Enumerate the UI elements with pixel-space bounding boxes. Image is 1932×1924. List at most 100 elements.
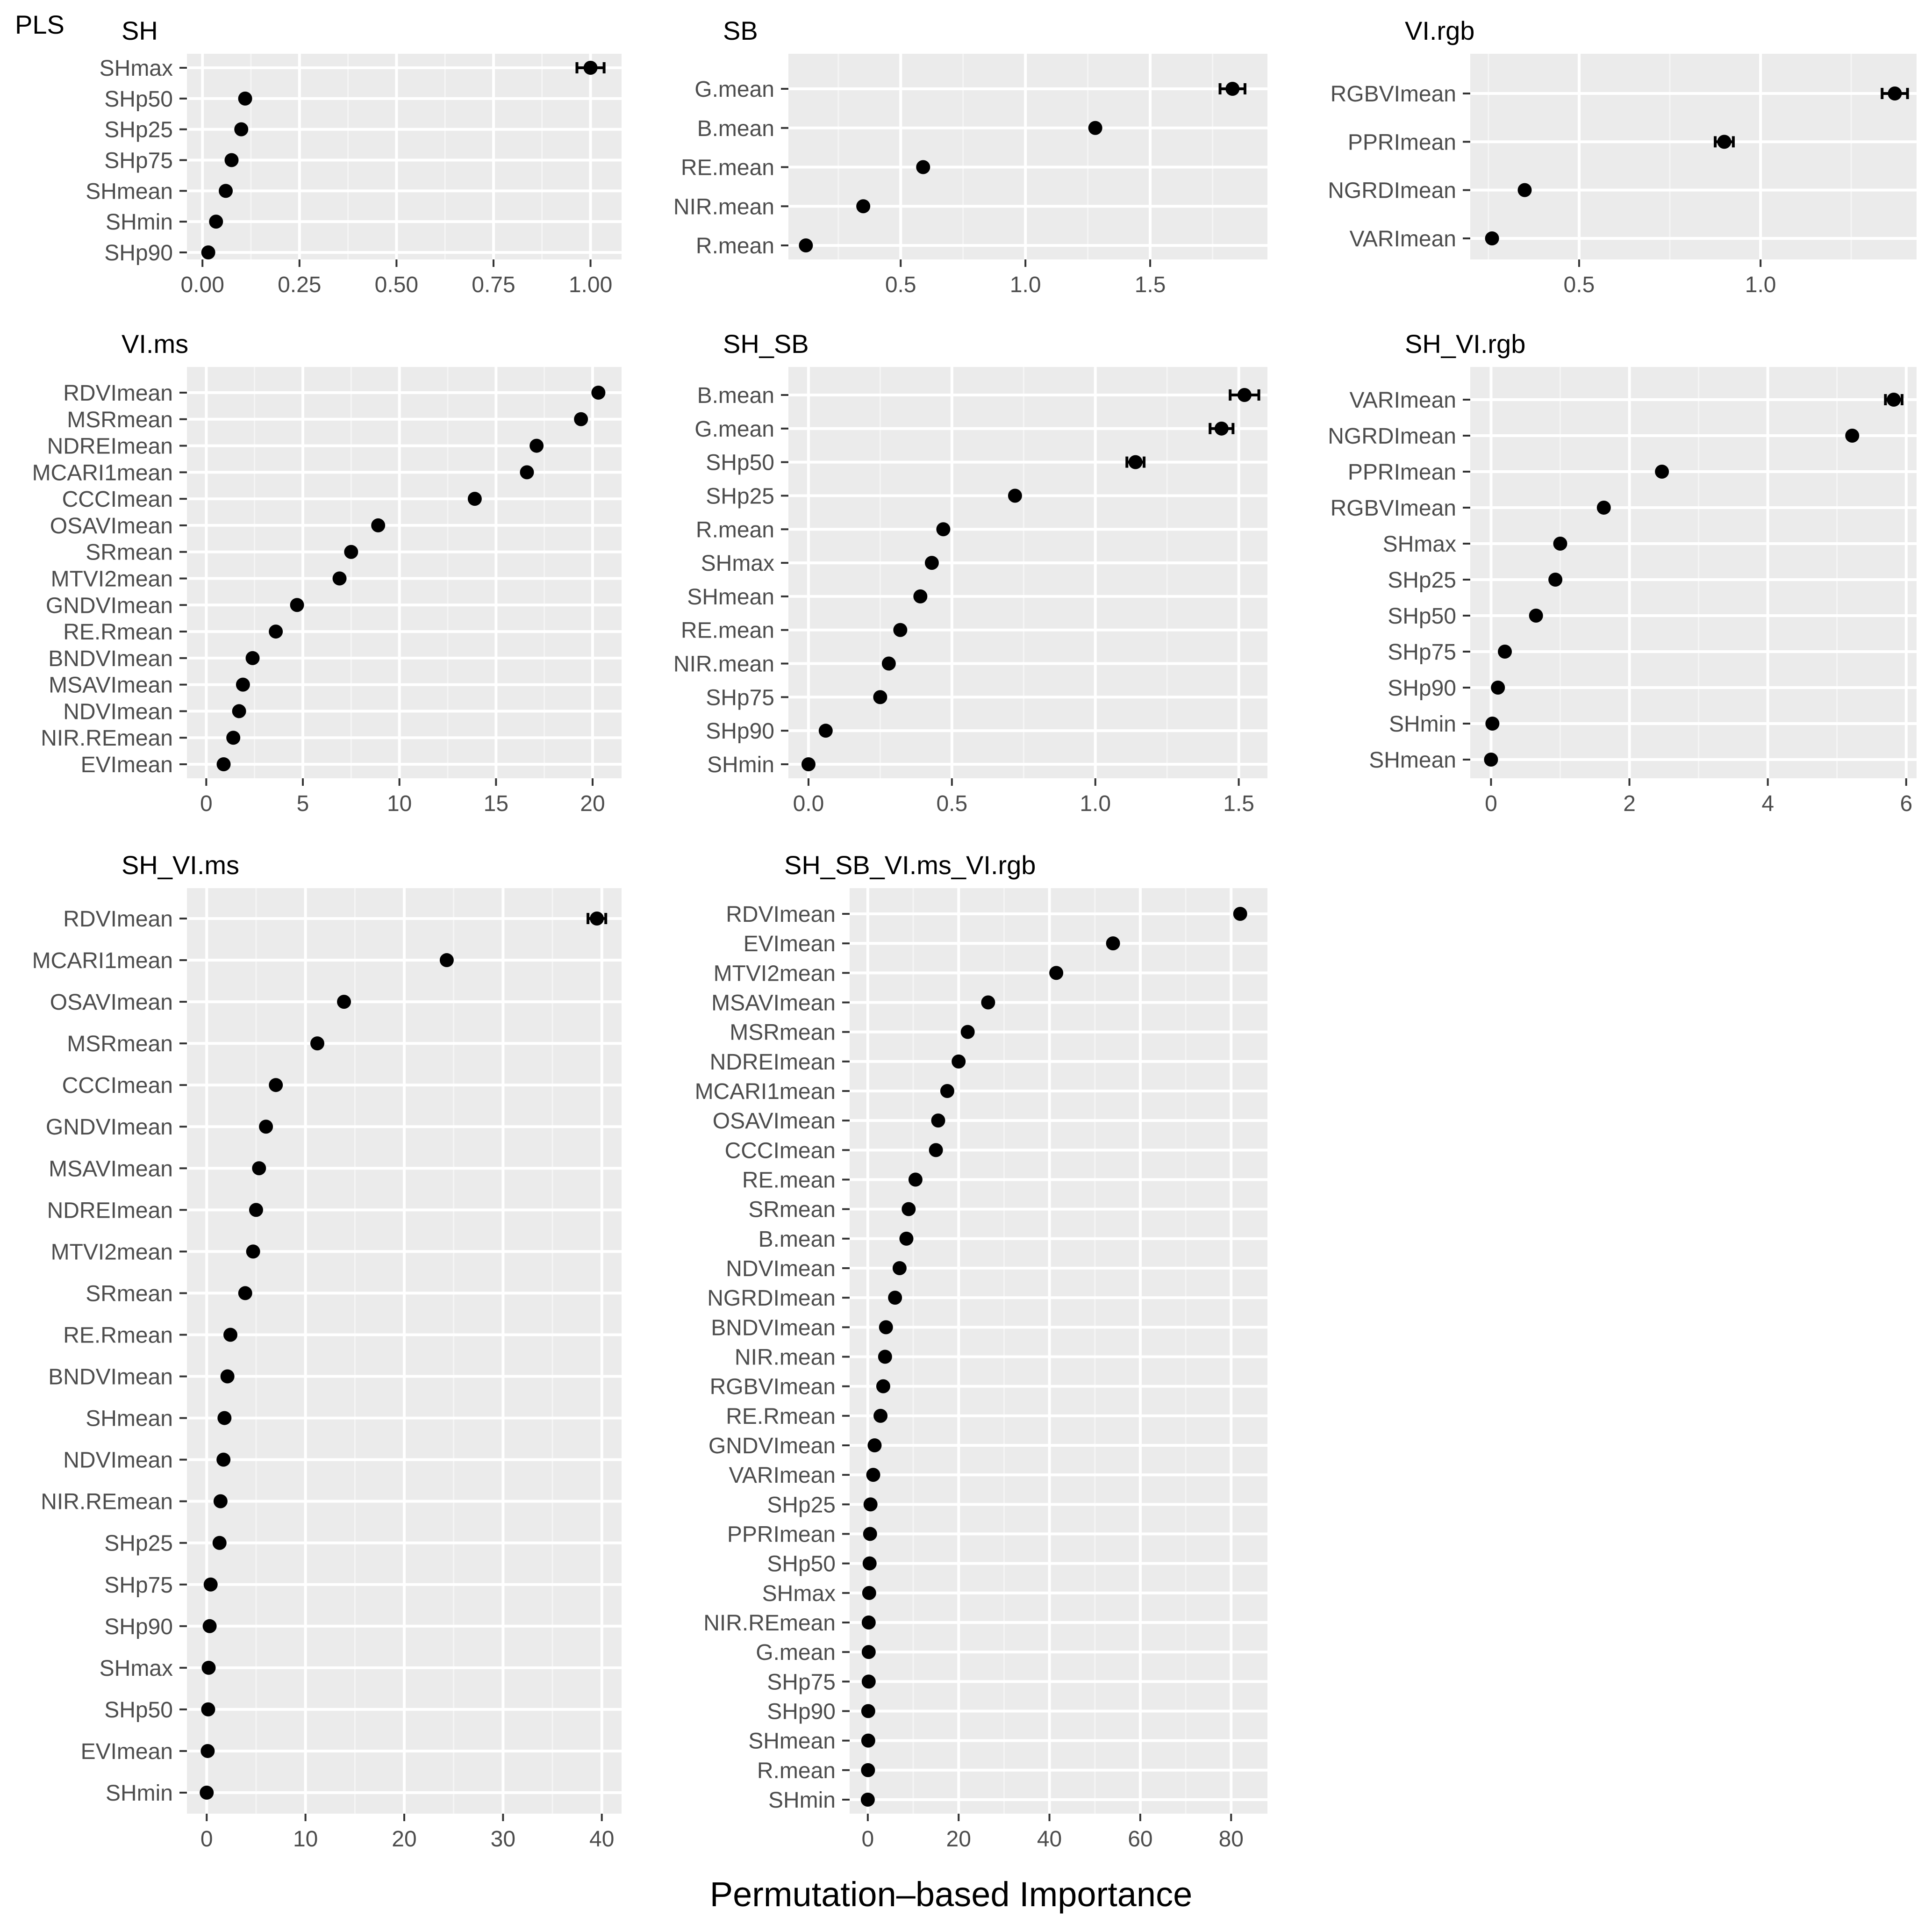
data-point-SHp50 xyxy=(1128,455,1143,469)
y-tick-label: NDVImean xyxy=(63,1448,173,1473)
data-point-OSAVImean xyxy=(371,518,386,532)
data-point-RGBVImean xyxy=(1596,501,1611,515)
y-tick-label: RDVImean xyxy=(63,381,173,406)
data-point-GNDVImean xyxy=(867,1438,882,1452)
y-tick-label: NIR.mean xyxy=(735,1345,836,1370)
data-point-SHmean xyxy=(913,589,928,603)
data-point-NIR.REmean xyxy=(226,731,241,745)
x-tick-label: 0 xyxy=(1485,791,1497,816)
y-tick-label: SHmean xyxy=(1369,748,1456,773)
y-tick-label: MSRmean xyxy=(67,1032,173,1056)
data-point-B.mean xyxy=(1088,121,1102,135)
y-tick-label: PPRImean xyxy=(1348,130,1456,155)
y-tick-label: SHp50 xyxy=(706,451,774,475)
y-tick-label: SHp75 xyxy=(706,685,774,710)
x-tick-label: 0.50 xyxy=(375,273,418,297)
data-point-GNDVImean xyxy=(290,598,304,612)
y-tick-label: RE.Rmean xyxy=(63,1323,173,1348)
panel-title: SH_VI.rgb xyxy=(1405,329,1525,359)
y-tick-label: SHmax xyxy=(701,551,774,576)
y-tick-label: EVImean xyxy=(744,932,836,956)
y-tick-label: BNDVImean xyxy=(711,1315,836,1340)
data-point-SHp50 xyxy=(1529,609,1543,623)
data-point-NIR.mean xyxy=(881,656,896,671)
y-tick-label: MSRmean xyxy=(730,1020,836,1045)
x-tick-label: 1.0 xyxy=(1010,273,1041,297)
data-point-SHp90 xyxy=(201,245,215,259)
x-tick-label: 1.00 xyxy=(569,273,612,297)
x-tick-label: 0 xyxy=(200,791,213,816)
y-tick-label: CCCImean xyxy=(62,1073,173,1098)
y-tick-label: RDVImean xyxy=(63,907,173,932)
data-point-MTVI2mean xyxy=(246,1244,260,1259)
y-tick-label: SHmin xyxy=(707,753,774,777)
data-point-VARImean xyxy=(866,1468,880,1482)
data-point-VARImean xyxy=(1887,393,1901,407)
data-point-SHp50 xyxy=(862,1556,877,1571)
data-point-MTVI2mean xyxy=(332,571,347,586)
panel-title: VI.ms xyxy=(122,329,188,359)
y-tick-label: R.mean xyxy=(696,234,774,258)
y-tick-label: MSAVImean xyxy=(49,1156,173,1181)
panel-background xyxy=(187,367,622,778)
panel-VI.ms: VI.ms RDVImeanMSRmeanNDREImeanMCARI1meanC… xyxy=(32,329,622,816)
x-tick-label: 6 xyxy=(1900,791,1912,816)
y-tick-label: NIR.mean xyxy=(673,194,774,219)
x-tick-label: 60 xyxy=(1128,1827,1152,1852)
data-point-G.mean xyxy=(861,1645,876,1659)
panel-SH_VI.ms: SH_VI.ms RDVImean MCARI1mean OSAVImean MSRme… xyxy=(32,850,622,1852)
y-tick-label: SHp90 xyxy=(706,719,774,744)
panel-title: SH_VI.ms xyxy=(122,850,239,880)
data-point-NIR.REmean xyxy=(213,1494,228,1508)
y-tick-label: SRmean xyxy=(748,1198,836,1222)
y-tick-label: SHmax xyxy=(1383,532,1456,557)
y-tick-label: CCCImean xyxy=(725,1138,836,1163)
y-tick-label: MSRmean xyxy=(67,408,173,432)
y-tick-label: B.mean xyxy=(758,1227,836,1252)
data-point-B.mean xyxy=(1237,388,1252,402)
y-tick-label: SHp50 xyxy=(1388,604,1456,629)
data-point-CCCImean xyxy=(269,1078,283,1092)
data-point-RE.mean xyxy=(916,160,930,174)
data-point-SRmean xyxy=(344,545,358,559)
x-tick-label: 20 xyxy=(946,1827,971,1852)
y-tick-label: VARImean xyxy=(729,1463,836,1488)
x-tick-label: 2 xyxy=(1623,791,1636,816)
y-tick-label: SHmin xyxy=(106,210,173,235)
y-tick-label: SRmean xyxy=(86,1281,173,1306)
data-point-PPRImean xyxy=(1655,465,1669,479)
data-point-GNDVImean xyxy=(259,1120,273,1134)
y-tick-label: NDREImean xyxy=(710,1050,836,1075)
panel-title: SH_SB_VI.ms_VI.rgb xyxy=(784,850,1036,880)
data-point-NGRDImean xyxy=(1845,429,1860,443)
y-tick-label: NIR.mean xyxy=(673,652,774,677)
y-tick-label: MCARI1mean xyxy=(32,460,173,485)
data-point-RGBVImean xyxy=(876,1379,890,1393)
x-tick-label: 20 xyxy=(392,1827,416,1852)
x-tick-label: 40 xyxy=(1037,1827,1062,1852)
panel-background xyxy=(1470,54,1917,259)
y-tick-label: MTVI2mean xyxy=(51,1240,173,1264)
y-tick-label: R.mean xyxy=(757,1759,836,1783)
y-tick-label: NIR.REmean xyxy=(41,1490,173,1515)
y-tick-label: B.mean xyxy=(697,116,774,141)
data-point-MCARI1mean xyxy=(520,465,534,480)
x-tick-label: 1.5 xyxy=(1135,273,1166,297)
panel-title: VI.rgb xyxy=(1405,16,1474,45)
y-tick-label: SHmean xyxy=(86,1407,173,1431)
y-tick-label: G.mean xyxy=(694,417,774,442)
y-tick-label: NGRDImean xyxy=(1328,179,1456,203)
x-tick-label: 5 xyxy=(297,791,309,816)
data-point-SHp90 xyxy=(818,724,833,738)
data-point-SHmax xyxy=(201,1660,216,1675)
data-point-PPRImean xyxy=(1717,135,1732,149)
y-tick-label: GNDVImean xyxy=(46,1115,173,1140)
x-tick-label: 40 xyxy=(589,1827,614,1852)
y-tick-label: SRmean xyxy=(86,540,173,565)
y-tick-label: EVImean xyxy=(81,1739,173,1764)
data-point-NDREImean xyxy=(530,438,544,453)
data-point-SHmean xyxy=(219,184,233,198)
y-tick-label: SHp90 xyxy=(104,1615,173,1639)
y-tick-label: NDVImean xyxy=(63,699,173,724)
